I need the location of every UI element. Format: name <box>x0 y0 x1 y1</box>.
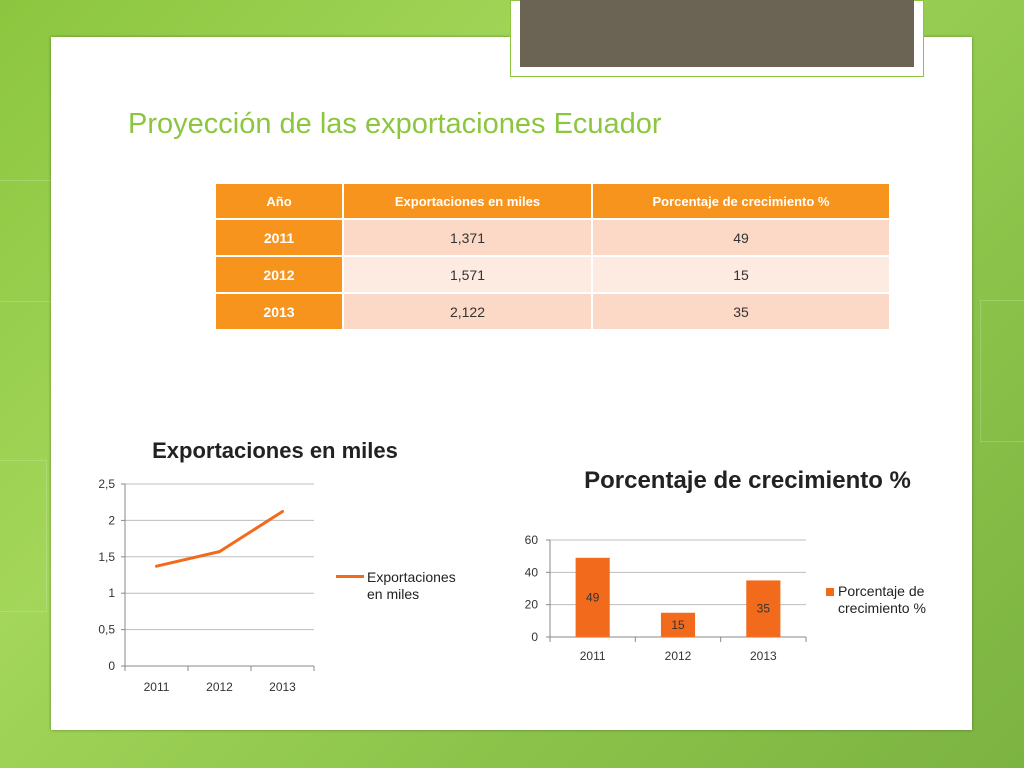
y-tick-label: 1,5 <box>98 550 115 564</box>
y-tick-label: 0 <box>531 630 538 644</box>
y-tick-label: 0 <box>108 659 115 673</box>
line-legend-swatch <box>336 575 364 578</box>
data-point <box>155 564 158 568</box>
series-line <box>156 510 284 568</box>
x-tick-label: 2013 <box>269 680 296 694</box>
x-tick-label: 2011 <box>144 680 170 694</box>
table-cell-growth: 35 <box>593 294 889 329</box>
x-tick-label: 2011 <box>580 649 606 663</box>
y-tick-label: 1 <box>108 586 115 600</box>
y-tick-label: 40 <box>525 565 539 579</box>
data-label: 15 <box>671 618 685 632</box>
table-cell-exports: 2,122 <box>344 294 591 329</box>
line-chart-title: Exportaciones en miles <box>152 438 398 463</box>
y-tick-label: 20 <box>525 598 539 612</box>
table-header-year: Año <box>216 184 342 218</box>
table-row: 2013 2,122 35 <box>216 294 889 329</box>
bar <box>575 557 610 637</box>
table-cell-growth: 15 <box>593 257 889 292</box>
line-legend-label: Exportaciones en miles <box>367 569 456 602</box>
table-header-growth: Porcentaje de crecimiento % <box>593 184 889 218</box>
bar-chart: 0 20 40 60 49 15 35 2011 2012 2013 <box>525 533 807 663</box>
table-header-row: Año Exportaciones en miles Porcentaje de… <box>216 184 889 218</box>
bar <box>660 612 696 637</box>
table-row: 2011 1,371 49 <box>216 220 889 255</box>
table-cell-year: 2013 <box>216 294 342 329</box>
exports-table: Año Exportaciones en miles Porcentaje de… <box>214 182 891 331</box>
data-point <box>281 510 284 514</box>
line-chart: 0 0,5 1 1,5 2 2,5 2011 2012 2013 <box>98 477 315 694</box>
header-tab-fill <box>520 0 914 67</box>
table-cell-exports: 1,571 <box>344 257 591 292</box>
table-cell-exports: 1,371 <box>344 220 591 255</box>
table-row: 2012 1,571 15 <box>216 257 889 292</box>
data-point <box>218 550 221 554</box>
data-label: 49 <box>586 590 600 604</box>
x-tick-label: 2012 <box>206 680 233 694</box>
x-tick-label: 2012 <box>665 649 692 663</box>
y-tick-label: 2 <box>108 513 115 527</box>
table-header-exports: Exportaciones en miles <box>344 184 591 218</box>
x-tick-label: 2013 <box>750 649 777 663</box>
table-cell-year: 2011 <box>216 220 342 255</box>
bar-legend-label: Porcentaje de crecimiento % <box>838 583 926 616</box>
bar-legend-swatch <box>826 588 834 596</box>
background-pattern <box>0 460 47 612</box>
bar-chart-title: Porcentaje de crecimiento % <box>584 467 911 494</box>
data-label: 35 <box>757 602 771 616</box>
y-tick-label: 60 <box>525 533 539 547</box>
background-pattern <box>980 300 1024 442</box>
bar <box>746 580 781 637</box>
table-cell-growth: 49 <box>593 220 889 255</box>
background-pattern <box>0 180 52 302</box>
y-tick-label: 2,5 <box>98 477 115 491</box>
slide-title: Proyección de las exportaciones Ecuador <box>128 108 662 140</box>
y-tick-label: 0,5 <box>98 623 115 637</box>
table-cell-year: 2012 <box>216 257 342 292</box>
slide-canvas <box>51 37 972 730</box>
